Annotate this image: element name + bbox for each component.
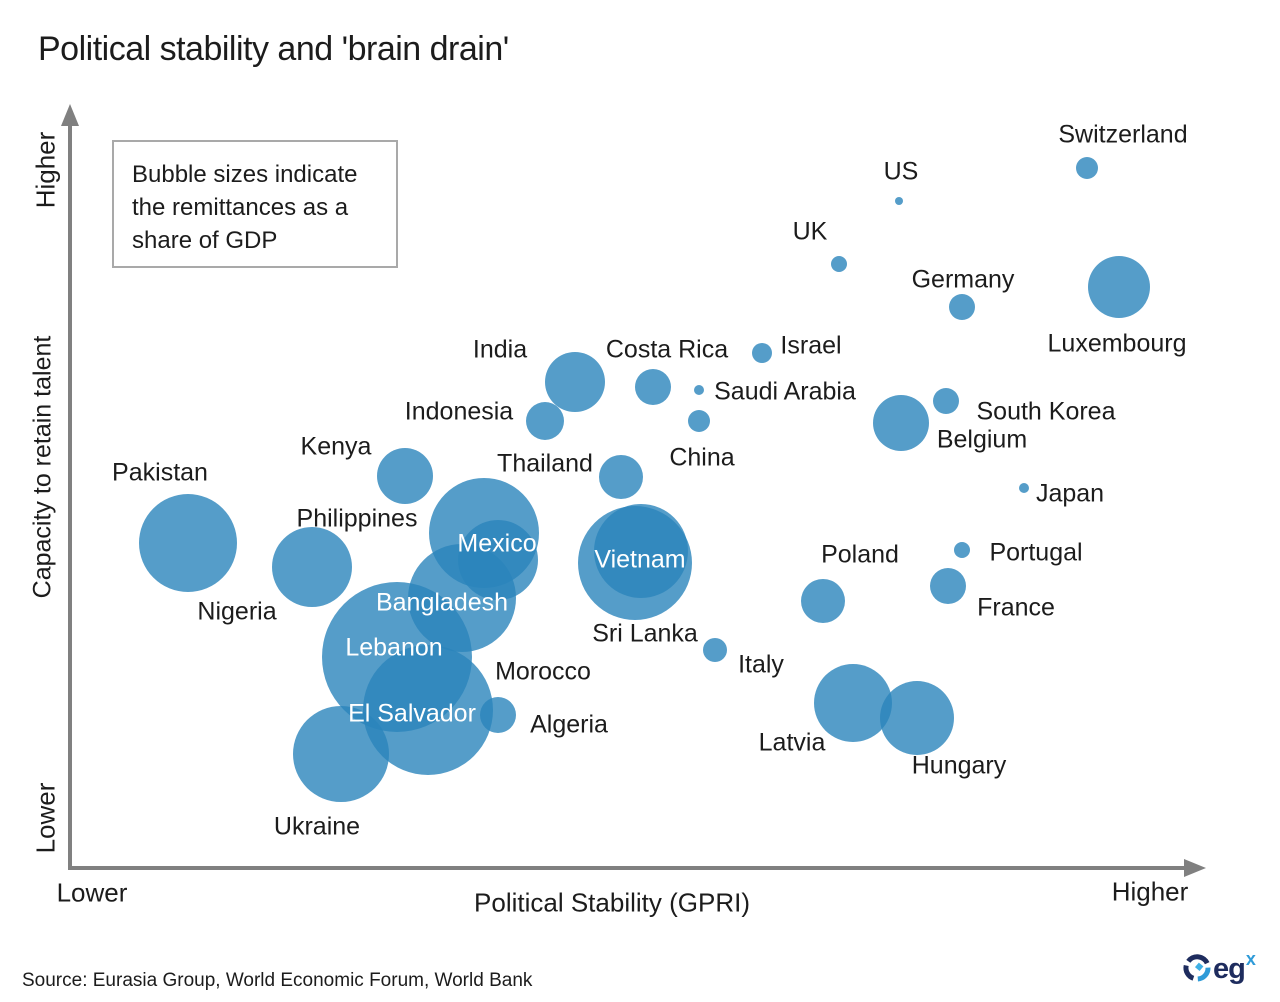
bubble-size-note: Bubble sizes indicate the remittances as… — [112, 140, 398, 268]
bubble-italy — [703, 638, 727, 662]
label-uk: UK — [792, 217, 828, 246]
label-lebanon: Lebanon — [345, 633, 443, 662]
label-germany: Germany — [911, 265, 1015, 294]
label-el-salvador: El Salvador — [348, 699, 476, 728]
label-nigeria: Nigeria — [197, 597, 277, 626]
bubble-latvia — [814, 664, 892, 742]
label-bangladesh: Bangladesh — [375, 588, 509, 617]
label-switzerland: Switzerland — [1058, 120, 1188, 149]
label-mexico: Mexico — [457, 529, 537, 558]
bubble-algeria — [480, 697, 516, 733]
bubble-size-note-line3: share of GDP — [132, 227, 278, 254]
bubble-size-note-line1: Bubble sizes indicate — [132, 161, 358, 188]
egx-logo-icon — [1183, 954, 1211, 982]
label-belgium: Belgium — [936, 425, 1028, 454]
label-algeria: Algeria — [530, 710, 608, 739]
label-poland: Poland — [821, 540, 899, 569]
egx-logo-sup: x — [1245, 949, 1256, 969]
bubble-vietnam — [594, 504, 688, 598]
egx-logo-text: eg — [1213, 953, 1246, 985]
bubble-portugal — [954, 542, 970, 558]
label-italy: Italy — [738, 650, 784, 679]
label-us: US — [883, 157, 919, 186]
bubble-size-note-line2: the remittances as a — [132, 194, 349, 221]
bubble-india — [545, 352, 605, 412]
bubble-pakistan — [139, 494, 237, 592]
bubble-philippines — [272, 527, 352, 607]
label-vietnam: Vietnam — [594, 545, 686, 574]
y-axis-higher-label: Higher — [30, 131, 61, 209]
label-south-korea: South Korea — [976, 397, 1116, 426]
label-morocco: Morocco — [495, 657, 591, 686]
bubble-saudi-arabia — [694, 385, 704, 395]
bubble-us — [895, 197, 903, 205]
bubble-germany — [949, 294, 975, 320]
egx-logo: eg x — [1181, 949, 1256, 987]
y-axis-lower-label: Lower — [30, 782, 61, 854]
label-israel: Israel — [780, 331, 842, 360]
bubble-group — [139, 157, 1150, 802]
label-saudi-arabia: Saudi Arabia — [714, 377, 856, 406]
y-axis-arrowhead-icon — [61, 104, 79, 126]
label-japan: Japan — [1035, 479, 1105, 508]
x-axis-title: Political Stability (GPRI) — [474, 887, 750, 918]
label-france: France — [977, 593, 1055, 622]
page-title: Political stability and 'brain drain' — [38, 30, 509, 68]
label-portugal: Portugal — [989, 538, 1083, 567]
bubble-ukraine — [293, 706, 389, 802]
source-note: Source: Eurasia Group, World Economic Fo… — [22, 970, 533, 991]
label-china: China — [669, 443, 735, 472]
bubble-france — [930, 568, 966, 604]
bubble-indonesia — [526, 402, 564, 440]
x-axis-higher-label: Higher — [1111, 876, 1189, 907]
bubble-luxembourg — [1088, 256, 1150, 318]
label-sri-lanka: Sri Lanka — [592, 619, 698, 648]
bubble-hungary — [880, 681, 954, 755]
x-axis-arrowhead-icon — [1184, 859, 1206, 877]
bubble-poland — [801, 579, 845, 623]
label-philippines: Philippines — [296, 504, 418, 533]
bubble-belgium — [873, 395, 929, 451]
bubble-japan — [1019, 483, 1029, 493]
bubble-south-korea — [933, 388, 959, 414]
label-kenya: Kenya — [300, 432, 372, 461]
bubble-costa-rica — [635, 369, 671, 405]
label-latvia: Latvia — [758, 728, 826, 757]
bubble-uk — [831, 256, 847, 272]
label-costa-rica: Costa Rica — [605, 335, 729, 364]
x-axis-lower-label: Lower — [56, 877, 128, 908]
bubble-switzerland — [1076, 157, 1098, 179]
y-axis-title: Capacity to retain talent — [28, 335, 57, 599]
bubble-kenya — [377, 448, 433, 504]
label-india: India — [472, 335, 528, 364]
label-luxembourg: Luxembourg — [1047, 329, 1187, 358]
bubble-thailand — [599, 455, 643, 499]
bubble-israel — [752, 343, 772, 363]
label-pakistan: Pakistan — [112, 458, 208, 487]
label-hungary: Hungary — [911, 751, 1007, 780]
label-thailand: Thailand — [497, 449, 593, 478]
bubble-el-salvador — [363, 645, 493, 775]
label-indonesia: Indonesia — [404, 397, 514, 426]
label-ukraine: Ukraine — [273, 812, 361, 841]
bubble-china — [688, 410, 710, 432]
